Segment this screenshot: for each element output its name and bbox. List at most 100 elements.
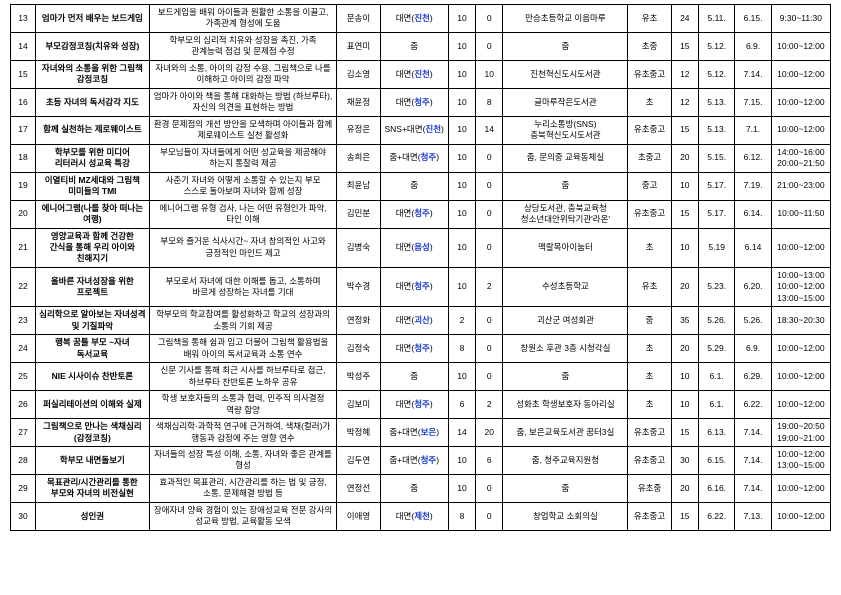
- cell-target: 유초중고: [628, 447, 671, 475]
- cell-people: 12: [671, 88, 698, 116]
- cell-end: 7.14.: [735, 474, 771, 502]
- cell-cap: 10: [448, 474, 475, 502]
- mode-text: ): [441, 124, 444, 134]
- cell-target: 중고: [628, 172, 671, 200]
- cell-people: 12: [671, 60, 698, 88]
- cell-place: 만승초등학교 이음마루: [503, 5, 628, 33]
- cell-start: 6.1.: [698, 391, 734, 419]
- cell-cap: 10: [448, 228, 475, 267]
- cell-title: 초등 자녀의 독서감각 지도: [36, 88, 150, 116]
- cell-people: 20: [671, 335, 698, 363]
- mode-text: ): [430, 13, 433, 23]
- cell-num: 13: [11, 5, 36, 33]
- mode-text: ): [430, 242, 433, 252]
- cell-desc: 그림책을 통해 쉼과 임고 더불어 그림책 활용법을 배워 아이의 독서교육과 …: [149, 335, 337, 363]
- mode-text: 줌: [410, 371, 418, 381]
- cell-num: 27: [11, 419, 36, 447]
- mode-text: 대면(: [396, 281, 414, 291]
- cell-cap: 10: [448, 60, 475, 88]
- cell-start: 6.16.: [698, 474, 734, 502]
- cell-mode: 줌: [380, 172, 448, 200]
- mode-text: 대면(: [396, 399, 414, 409]
- cell-end: 6.20.: [735, 267, 771, 306]
- mode-accent: 보은: [421, 427, 437, 437]
- table-row: 20에니어그램(나를 찾아 떠나는 여행)에니어그램 유형 검사, 나는 어떤 …: [11, 200, 831, 228]
- cell-num: 19: [11, 172, 36, 200]
- table-row: 25NIE 시사이슈 찬반토론신문 기사를 통해 최근 시사를 하브루타로 접근…: [11, 363, 831, 391]
- mode-text: 대면(: [396, 343, 414, 353]
- cell-time: 10:00~12:00: [771, 335, 830, 363]
- cell-target: 중: [628, 307, 671, 335]
- cell-place: 진천혁신도시도서관: [503, 60, 628, 88]
- cell-num: 23: [11, 307, 36, 335]
- cell-cap: 10: [448, 116, 475, 144]
- cell-desc: 사춘기 자녀와 어떻게 소통할 수 있는지 부모 스스로 돌아보며 자녀와 함께…: [149, 172, 337, 200]
- cell-end: 7.19.: [735, 172, 771, 200]
- mode-accent: 청주: [414, 281, 430, 291]
- cell-title: 심리학으로 알아보는 자녀성격 및 기질파악: [36, 307, 150, 335]
- table-row: 23심리학으로 알아보는 자녀성격 및 기질파악학부모의 학교참여를 활성화하고…: [11, 307, 831, 335]
- mode-text: 줌: [410, 41, 418, 51]
- cell-num: 26: [11, 391, 36, 419]
- cell-cap: 14: [448, 419, 475, 447]
- cell-time: 10:00~12:00: [771, 228, 830, 267]
- cell-mode: 대면(청주): [380, 200, 448, 228]
- cell-sessions: 0: [476, 144, 503, 172]
- cell-title: 성인권: [36, 502, 150, 530]
- cell-desc: 에니어그램 유형 검사, 나는 어떤 유형인가 파악, 타인 이해: [149, 200, 337, 228]
- mode-text: ): [436, 152, 439, 162]
- cell-num: 29: [11, 474, 36, 502]
- mode-accent: 청주: [414, 208, 430, 218]
- mode-text: 대면(: [396, 511, 414, 521]
- cell-place: 괴산군 여성회관: [503, 307, 628, 335]
- cell-end: 6.14: [735, 228, 771, 267]
- cell-start: 5.19: [698, 228, 734, 267]
- cell-teacher: 박정혜: [337, 419, 380, 447]
- cell-cap: 10: [448, 363, 475, 391]
- mode-text: ): [430, 208, 433, 218]
- cell-end: 7.1.: [735, 116, 771, 144]
- table-row: 21영양교육과 함께 건강한 간식을 통해 우리 아이와 친해지기부모와 즐거운…: [11, 228, 831, 267]
- mode-accent: 진천: [414, 69, 430, 79]
- cell-time: 10:00~12:0013:00~15:00: [771, 447, 830, 475]
- cell-teacher: 박성주: [337, 363, 380, 391]
- cell-end: 7.13.: [735, 502, 771, 530]
- cell-sessions: 0: [476, 502, 503, 530]
- mode-text: ): [430, 97, 433, 107]
- cell-place: 줌: [503, 363, 628, 391]
- cell-num: 22: [11, 267, 36, 306]
- cell-desc: 신문 기사를 통해 최근 시사를 하브루타로 접근, 하브루타 찬반토론 노하우…: [149, 363, 337, 391]
- mode-text: SNS+대면(: [384, 124, 425, 134]
- cell-title: 퍼실리테이션의 이해와 실제: [36, 391, 150, 419]
- cell-mode: 줌+대면(청주): [380, 447, 448, 475]
- cell-time: 10:00~12:00: [771, 116, 830, 144]
- cell-num: 21: [11, 228, 36, 267]
- mode-text: 줌: [410, 483, 418, 493]
- table-row: 22올바른 자녀성장을 위한 프로젝트부모로서 자녀에 대한 이해를 돕고, 소…: [11, 267, 831, 306]
- cell-start: 5.15.: [698, 144, 734, 172]
- cell-end: 7.14.: [735, 447, 771, 475]
- cell-desc: 부모와 즐거운 식사시간~ 자녀 창의적인 사고와 긍정적인 마인드 제고: [149, 228, 337, 267]
- cell-end: 6.14.: [735, 200, 771, 228]
- cell-desc: 엄마가 아이와 책을 통해 대화하는 방법 (하브루타), 자신의 의견을 표현…: [149, 88, 337, 116]
- cell-target: 유초: [628, 5, 671, 33]
- table-row: 24행복 꿈틀 부모 ~자녀 독서교육그림책을 통해 쉼과 임고 더불어 그림책…: [11, 335, 831, 363]
- cell-time: 10:00~12:00: [771, 60, 830, 88]
- mode-text: 줌+대면(: [389, 427, 420, 437]
- cell-time: 10:00~12:00: [771, 502, 830, 530]
- cell-time: 21:00~23:00: [771, 172, 830, 200]
- cell-end: 6.15.: [735, 5, 771, 33]
- cell-title: 자녀와의 소통을 위한 그림책 감정코칭: [36, 60, 150, 88]
- cell-mode: 줌: [380, 363, 448, 391]
- cell-desc: 학부모의 학교참여를 활성화하고 학교의 성장과의 소통의 기회 제공: [149, 307, 337, 335]
- cell-people: 10: [671, 228, 698, 267]
- cell-end: 6.9.: [735, 32, 771, 60]
- mode-text: 대면(: [396, 13, 414, 23]
- cell-sessions: 0: [476, 200, 503, 228]
- cell-end: 6.29.: [735, 363, 771, 391]
- cell-end: 5.26.: [735, 307, 771, 335]
- cell-desc: 장애자녀 양육 경험이 있는 장애성교육 전문 강사의 성교육 방법, 교육활동…: [149, 502, 337, 530]
- cell-sessions: 2: [476, 267, 503, 306]
- cell-cap: 8: [448, 335, 475, 363]
- mode-accent: 청주: [414, 399, 430, 409]
